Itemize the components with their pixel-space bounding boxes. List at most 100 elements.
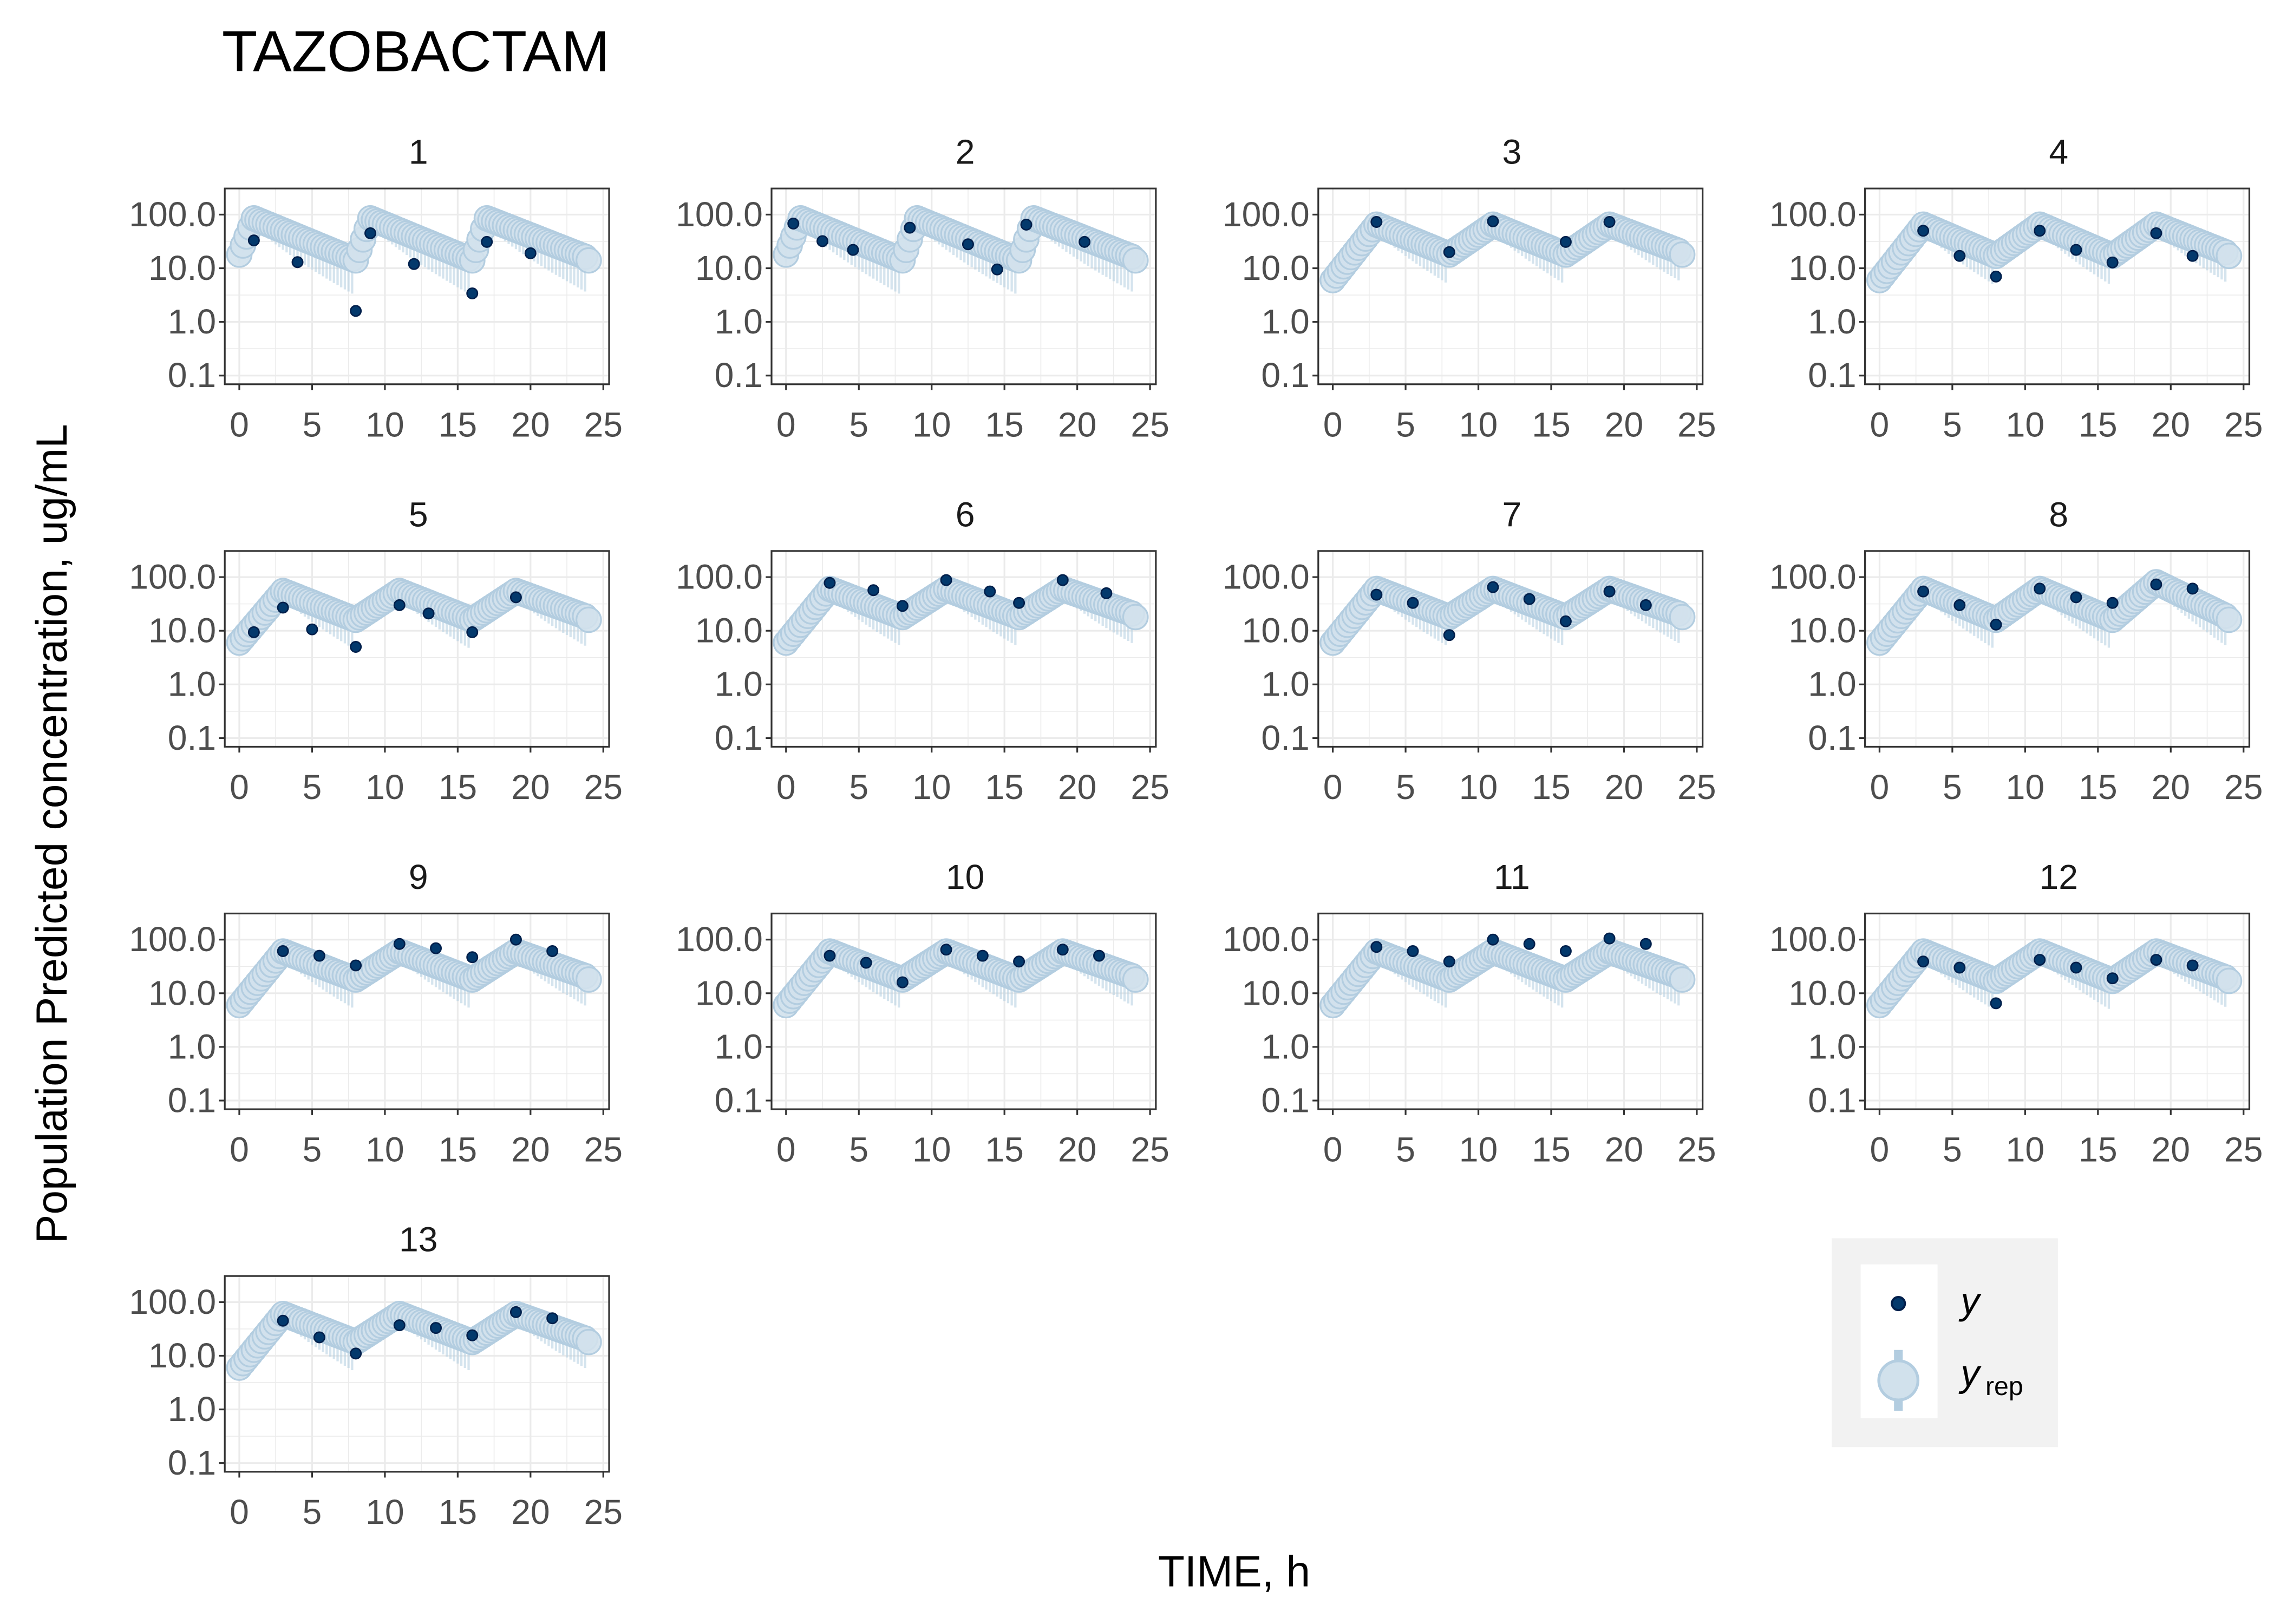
yrep-points (226, 205, 602, 274)
panel-border (224, 187, 610, 385)
observed-point (1953, 599, 1966, 611)
facet-strip-label: 9 (409, 857, 428, 896)
observed-point (1990, 997, 2002, 1010)
observed-point (247, 626, 260, 638)
x-tick-label: 25 (2224, 1130, 2263, 1169)
facet-strip-label: 3 (1502, 133, 1522, 172)
observed-point (2186, 959, 2199, 972)
x-tick-label: 15 (1532, 405, 1570, 444)
x-tick-label: 15 (1532, 1130, 1570, 1169)
y-tick-label: 10.0 (1242, 973, 1310, 1012)
observed-point (1990, 618, 2002, 631)
x-tick-label: 10 (2006, 768, 2044, 807)
observed-point (291, 256, 304, 269)
yrep-point (2216, 606, 2243, 633)
observed-point (466, 1329, 479, 1341)
observed-point (976, 949, 989, 962)
y-tick-label: 0.1 (715, 356, 763, 395)
observed-point (1370, 941, 1383, 953)
facet-strip-label: 4 (2049, 133, 2068, 172)
chart-title: TAZOBACTAM (222, 18, 610, 83)
observed-point (1559, 615, 1572, 627)
observed-point (2106, 256, 2119, 269)
observed-point (350, 1347, 362, 1360)
observed-point (896, 600, 909, 612)
facet-panel-10: 10 0.1 1.0 10.0 100.0 0 5 10 15 20 25 (676, 857, 1169, 1169)
y-tick-label: 1.0 (168, 665, 216, 704)
observed-point (1487, 933, 1499, 946)
observed-point (1559, 945, 1572, 957)
legend-yrep-point-icon (1877, 1359, 1920, 1402)
facet-panel-5: 5 0.1 1.0 10.0 100.0 0 5 10 15 20 25 (129, 495, 623, 807)
observed-point (247, 234, 260, 247)
y-tick-label: 100.0 (129, 558, 216, 597)
panel-border (1864, 187, 2251, 385)
yrep-points (226, 578, 602, 656)
observed-point (1487, 215, 1499, 227)
observed-point (1443, 629, 1455, 641)
x-tick-label: 20 (1058, 405, 1096, 444)
observed-point (350, 641, 362, 653)
y-tick-label: 10.0 (148, 611, 216, 650)
yrep-point (1122, 247, 1149, 274)
yrep-point (1669, 604, 1696, 631)
y-tick-label: 10.0 (148, 1336, 216, 1375)
y-tick-label: 100.0 (129, 920, 216, 959)
x-tick-label: 0 (1870, 405, 1890, 444)
x-tick-label: 15 (439, 768, 477, 807)
observed-point (2034, 954, 2046, 966)
y-tick-label: 10.0 (1788, 973, 1856, 1012)
observed-point (313, 949, 325, 962)
y-tick-label: 10.0 (1788, 248, 1856, 287)
y-tick-label: 0.1 (1261, 718, 1309, 757)
y-tick-label: 1.0 (1808, 665, 1856, 704)
y-tick-label: 100.0 (676, 195, 763, 234)
observed-point (991, 263, 1003, 276)
x-tick-label: 5 (1943, 1130, 1962, 1169)
observed-point (277, 1314, 289, 1327)
observed-point (962, 238, 974, 251)
y-tick-label: 1.0 (715, 1027, 763, 1066)
x-tick-label: 15 (985, 405, 1023, 444)
x-tick-label: 5 (849, 405, 868, 444)
observed-point (2150, 578, 2162, 591)
x-tick-label: 0 (776, 405, 796, 444)
observed-point (2034, 582, 2046, 595)
observed-point (787, 218, 800, 230)
y-tick-label: 100.0 (1223, 195, 1310, 234)
observed-point (1093, 949, 1105, 962)
y-tick-label: 0.1 (1808, 718, 1856, 757)
y-tick-label: 1.0 (715, 665, 763, 704)
x-tick-label: 25 (584, 1492, 623, 1531)
y-tick-label: 100.0 (676, 920, 763, 959)
yrep-points (773, 938, 1149, 1019)
observed-point (1443, 246, 1455, 258)
y-tick-label: 100.0 (1223, 920, 1310, 959)
observed-point (1523, 938, 1535, 950)
observed-point (940, 944, 952, 956)
x-tick-label: 15 (439, 1492, 477, 1531)
legend-label-y: y (1958, 1280, 1982, 1322)
x-tick-label: 0 (230, 405, 249, 444)
y-tick-label: 1.0 (168, 1390, 216, 1429)
y-tick-label: 0.1 (168, 1081, 216, 1119)
x-tick-label: 0 (230, 768, 249, 807)
observed-point (904, 221, 916, 234)
x-tick-label: 20 (511, 768, 550, 807)
yrep-points (1319, 938, 1696, 1019)
y-tick-label: 1.0 (168, 302, 216, 341)
observed-point (350, 959, 362, 972)
y-tick-label: 10.0 (148, 248, 216, 287)
x-tick-label: 10 (912, 768, 951, 807)
x-tick-label: 5 (1396, 405, 1415, 444)
x-tick-label: 10 (912, 405, 951, 444)
observed-point (1953, 961, 1966, 974)
x-tick-label: 5 (303, 1130, 322, 1169)
observed-point (364, 227, 376, 239)
x-tick-label: 10 (2006, 405, 2044, 444)
observed-point (816, 235, 828, 247)
observed-point (350, 305, 362, 317)
y-tick-label: 0.1 (715, 718, 763, 757)
x-tick-label: 15 (2079, 405, 2117, 444)
